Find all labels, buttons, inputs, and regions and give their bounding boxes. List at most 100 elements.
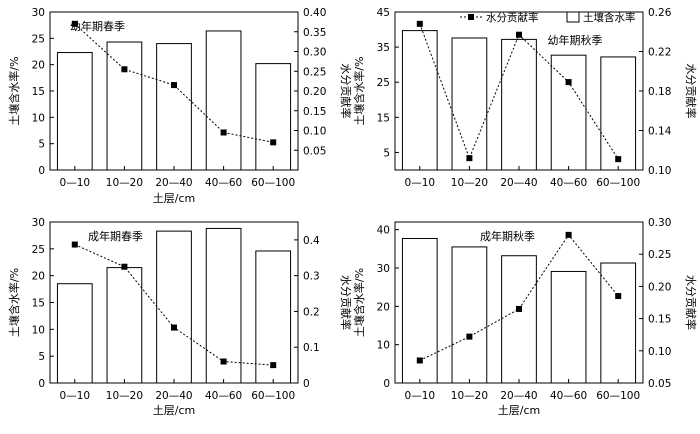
left-tick-label: 10: [32, 112, 45, 124]
x-tick-label: 60—100: [596, 390, 640, 402]
contribution-point-2: [121, 263, 128, 270]
contribution-point-5: [270, 362, 277, 369]
x-tick-label: 0—10: [405, 390, 436, 402]
right-tick-label: 0.10: [648, 346, 671, 358]
left-tick-label: 20: [377, 301, 390, 313]
bar-3: [156, 230, 192, 384]
right-tick-label: 0.40: [303, 7, 326, 19]
right-tick-label: 0.10: [648, 165, 671, 177]
right-tick-label: 0.05: [303, 145, 326, 157]
x-tick-label: 40—60: [205, 390, 242, 402]
right-tick-label: 0.20: [648, 281, 671, 293]
right-tick-label: 0.20: [303, 86, 326, 98]
right-tick-label: 0.18: [648, 86, 671, 98]
x-axis-label: 土层/cm: [153, 404, 195, 417]
left-tick-label: 10: [377, 340, 390, 352]
chart-title: 成年期秋季: [480, 229, 535, 243]
bar-3: [501, 255, 537, 384]
contribution-point-4: [565, 79, 572, 86]
right-tick-label: 0.25: [648, 249, 671, 261]
contribution-point-4: [220, 129, 227, 136]
left-tick-label: 5: [383, 147, 390, 159]
bar-2: [106, 267, 143, 384]
right-tick-label: 0.25: [303, 66, 326, 78]
x-tick-label: 0—10: [60, 390, 91, 402]
bar-4: [550, 270, 587, 384]
right-tick-label: 0.10: [303, 126, 326, 138]
left-tick-label: 15: [32, 86, 45, 98]
bar-1: [401, 30, 438, 171]
contribution-point-1: [416, 357, 423, 364]
contribution-point-1: [416, 20, 423, 27]
bar-1: [56, 283, 93, 384]
x-axis-label: 土层/cm: [153, 192, 195, 205]
chart-panel-3: 0 5 10 15 20 25 30 0 0.1 0.2 0.3 0.4 0—10 10—20 20—40 4…: [7, 217, 353, 417]
left-tick-label: 5: [38, 351, 45, 363]
left-tick-label: 0: [38, 165, 45, 177]
x-tick-label: 0—10: [405, 177, 436, 189]
bar-4: [550, 54, 587, 171]
bar-4: [205, 30, 242, 171]
chart-panel-2: 5 15 25 35 45 0.10 0.14 0.18 0.22 0.26 0—10 10—20 20…: [352, 7, 698, 189]
contribution-point-5: [615, 156, 622, 163]
bar-5: [600, 262, 637, 384]
left-tick-label: 40: [377, 225, 390, 237]
contribution-point-3: [516, 31, 522, 38]
right-tick-label: 0.3: [303, 271, 320, 283]
x-tick-label: 40—60: [550, 390, 587, 402]
x-tick-label: 0—10: [60, 177, 91, 189]
x-tick-label: 60—100: [251, 390, 295, 402]
bar-2: [106, 41, 143, 171]
contribution-point-5: [615, 293, 622, 300]
bar-4: [205, 227, 242, 384]
left-tick-label: 10: [32, 324, 45, 336]
left-tick-label: 25: [32, 33, 45, 45]
x-tick-label: 20—40: [500, 177, 537, 189]
y-axis-label-left: 土壤含水率/%: [7, 56, 21, 125]
x-tick-label: 10—20: [451, 390, 488, 402]
left-tick-label: 30: [377, 263, 390, 275]
x-tick-label: 10—20: [451, 177, 488, 189]
bar-5: [255, 250, 292, 384]
left-tick-label: 20: [32, 271, 45, 283]
contribution-point-2: [121, 66, 128, 73]
x-tick-label: 10—20: [106, 390, 143, 402]
right-tick-label: 0.14: [648, 126, 672, 138]
contribution-point-3: [171, 324, 177, 331]
contribution-point-3: [516, 305, 522, 312]
right-tick-label: 0.1: [303, 342, 320, 354]
y-axis-label-left: 土壤含水率/%: [352, 56, 366, 125]
contribution-line: [74, 23, 274, 143]
right-tick-label: 0.30: [648, 217, 671, 229]
left-tick-label: 25: [32, 244, 45, 256]
bar-3: [501, 38, 537, 171]
y-axis-label-right: 水分贡献率: [684, 275, 698, 330]
right-tick-label: 0.05: [648, 378, 671, 390]
bar-5: [255, 63, 292, 171]
contribution-point-5: [270, 139, 277, 146]
right-tick-label: 0.22: [648, 47, 671, 59]
x-tick-label: 20—40: [155, 390, 192, 402]
bar-5: [600, 56, 637, 171]
x-tick-label: 40—60: [205, 177, 242, 189]
legend-bar-label: 土壤含水率: [583, 11, 636, 24]
left-tick-label: 35: [377, 42, 390, 54]
left-tick-label: 15: [377, 112, 390, 124]
x-tick-label: 20—40: [500, 390, 537, 402]
contribution-point-3: [171, 82, 177, 89]
x-tick-label: 20—40: [155, 177, 192, 189]
x-tick-label: 40—60: [550, 177, 587, 189]
contribution-point-1: [71, 241, 78, 248]
y-axis-label-right: 水分贡献率: [684, 64, 698, 119]
contribution-point-2: [466, 155, 473, 162]
contribution-point-4: [220, 358, 227, 365]
x-axis-label: 土层/cm: [498, 404, 540, 417]
y-axis-label-left: 土壤含水率/%: [7, 268, 21, 337]
right-tick-label: 0.26: [648, 7, 672, 19]
left-tick-label: 30: [32, 7, 45, 19]
bar-2: [451, 37, 488, 171]
x-tick-label: 10—20: [106, 177, 143, 189]
left-tick-label: 5: [38, 139, 45, 151]
legend-point-swatch: [468, 14, 474, 20]
